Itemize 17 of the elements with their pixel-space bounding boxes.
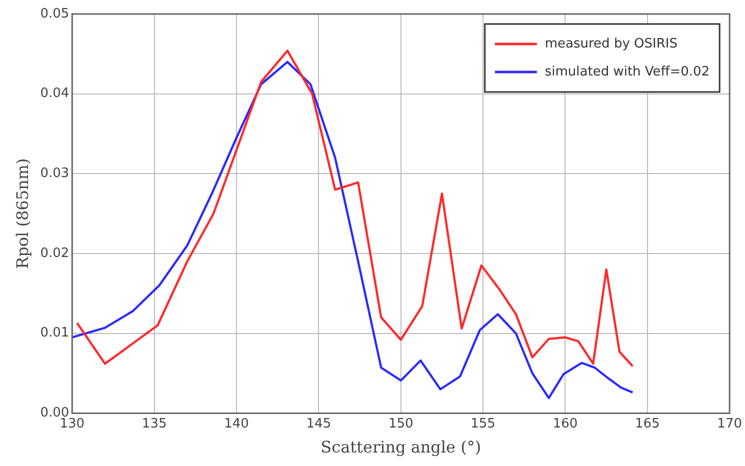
legend-label: simulated with Veff=0.02 xyxy=(544,64,710,80)
y-tick-label: 0.02 xyxy=(40,246,70,261)
x-tick-label: 170 xyxy=(717,416,742,432)
y-axis-title: Rpol (865nm) xyxy=(12,158,32,269)
y-tick-label: 0.01 xyxy=(40,326,70,341)
legend-label: measured by OSIRIS xyxy=(544,36,678,52)
y-tick-label: 0.04 xyxy=(40,86,70,102)
y-tick-label: 0.05 xyxy=(40,6,70,22)
x-tick-label: 140 xyxy=(224,416,249,432)
x-tick-label: 145 xyxy=(306,416,332,432)
x-tick-label: 165 xyxy=(635,416,660,432)
x-tick-label: 150 xyxy=(388,416,414,432)
y-tick-label: 0.03 xyxy=(40,166,70,182)
x-axis-title: Scattering angle (°) xyxy=(320,438,482,457)
x-tick-label: 160 xyxy=(552,416,578,432)
x-tick-label: 155 xyxy=(470,416,496,432)
x-tick-label: 135 xyxy=(142,416,167,432)
